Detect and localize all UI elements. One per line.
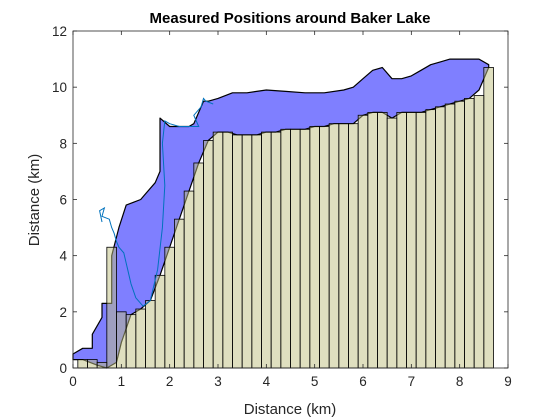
land-bar — [193, 162, 204, 369]
land-bar — [483, 67, 494, 369]
x-tick-label: 0 — [69, 374, 77, 389]
land-bar — [386, 117, 398, 369]
land-bar — [96, 361, 108, 369]
land-bar — [348, 123, 359, 369]
x-tick-label: 1 — [118, 374, 126, 389]
land-bar — [473, 95, 485, 369]
land-bar — [261, 131, 272, 369]
land-bar — [87, 359, 98, 369]
land-bar — [309, 126, 320, 369]
land-bar — [125, 314, 137, 369]
land-bar — [464, 98, 475, 369]
raw-trace-layer — [99, 97, 214, 307]
land-bar — [396, 112, 407, 369]
land-bar — [145, 300, 156, 369]
land-bar — [435, 106, 446, 369]
x-tick-label: 8 — [456, 374, 464, 389]
land-bar — [280, 128, 291, 369]
y-tick-label: 0 — [59, 361, 67, 376]
land-bar — [299, 128, 311, 369]
land-bar — [319, 126, 330, 369]
y-tick-label: 12 — [52, 24, 67, 39]
y-axis-label: Distance (km) — [26, 154, 43, 247]
y-tick-label: 10 — [52, 80, 67, 95]
land-bar — [183, 190, 195, 369]
land-bar — [425, 109, 436, 369]
y-axis-ticks: 0 2 4 6 8 10 12 — [52, 24, 508, 376]
x-tick-label: 4 — [263, 374, 271, 389]
land-bar — [444, 103, 456, 369]
y-tick-label: 6 — [59, 193, 67, 208]
y-tick-label: 4 — [59, 249, 67, 264]
x-tick-label: 2 — [166, 374, 174, 389]
land-bar — [357, 114, 369, 369]
land-bar — [338, 123, 349, 369]
land-bar — [241, 134, 253, 369]
land-bar — [174, 218, 185, 369]
x-tick-label: 7 — [408, 374, 416, 389]
land-bar — [377, 112, 388, 369]
land-bar — [367, 112, 378, 369]
land-bar — [116, 311, 127, 369]
land-bar — [222, 131, 233, 369]
land-bar — [251, 134, 262, 369]
land-bar — [232, 134, 243, 369]
y-tick-label: 2 — [59, 305, 67, 320]
land-bar — [328, 123, 340, 369]
land-bars — [77, 67, 494, 369]
land-bar — [454, 100, 465, 369]
land-bar — [164, 246, 175, 369]
x-axis-label: Distance (km) — [244, 401, 337, 418]
land-bar — [406, 112, 417, 369]
land-bar — [290, 128, 301, 369]
land-bar — [77, 359, 88, 369]
land-bar — [212, 131, 224, 369]
x-tick-label: 3 — [214, 374, 222, 389]
land-bar — [154, 274, 166, 369]
chart-title: Measured Positions around Baker Lake — [150, 10, 431, 27]
land-bar — [135, 308, 146, 369]
x-tick-label: 9 — [504, 374, 512, 389]
y-tick-label: 8 — [59, 136, 67, 151]
land-bar — [106, 246, 117, 369]
x-tick-label: 6 — [359, 374, 367, 389]
land-bar — [203, 140, 214, 369]
x-tick-label: 5 — [311, 374, 319, 389]
land-bar — [270, 131, 282, 369]
x-axis-ticks: 0 1 2 3 4 5 6 7 8 9 — [69, 31, 512, 389]
raw-trace-line — [99, 97, 214, 307]
land-bar — [415, 112, 427, 369]
